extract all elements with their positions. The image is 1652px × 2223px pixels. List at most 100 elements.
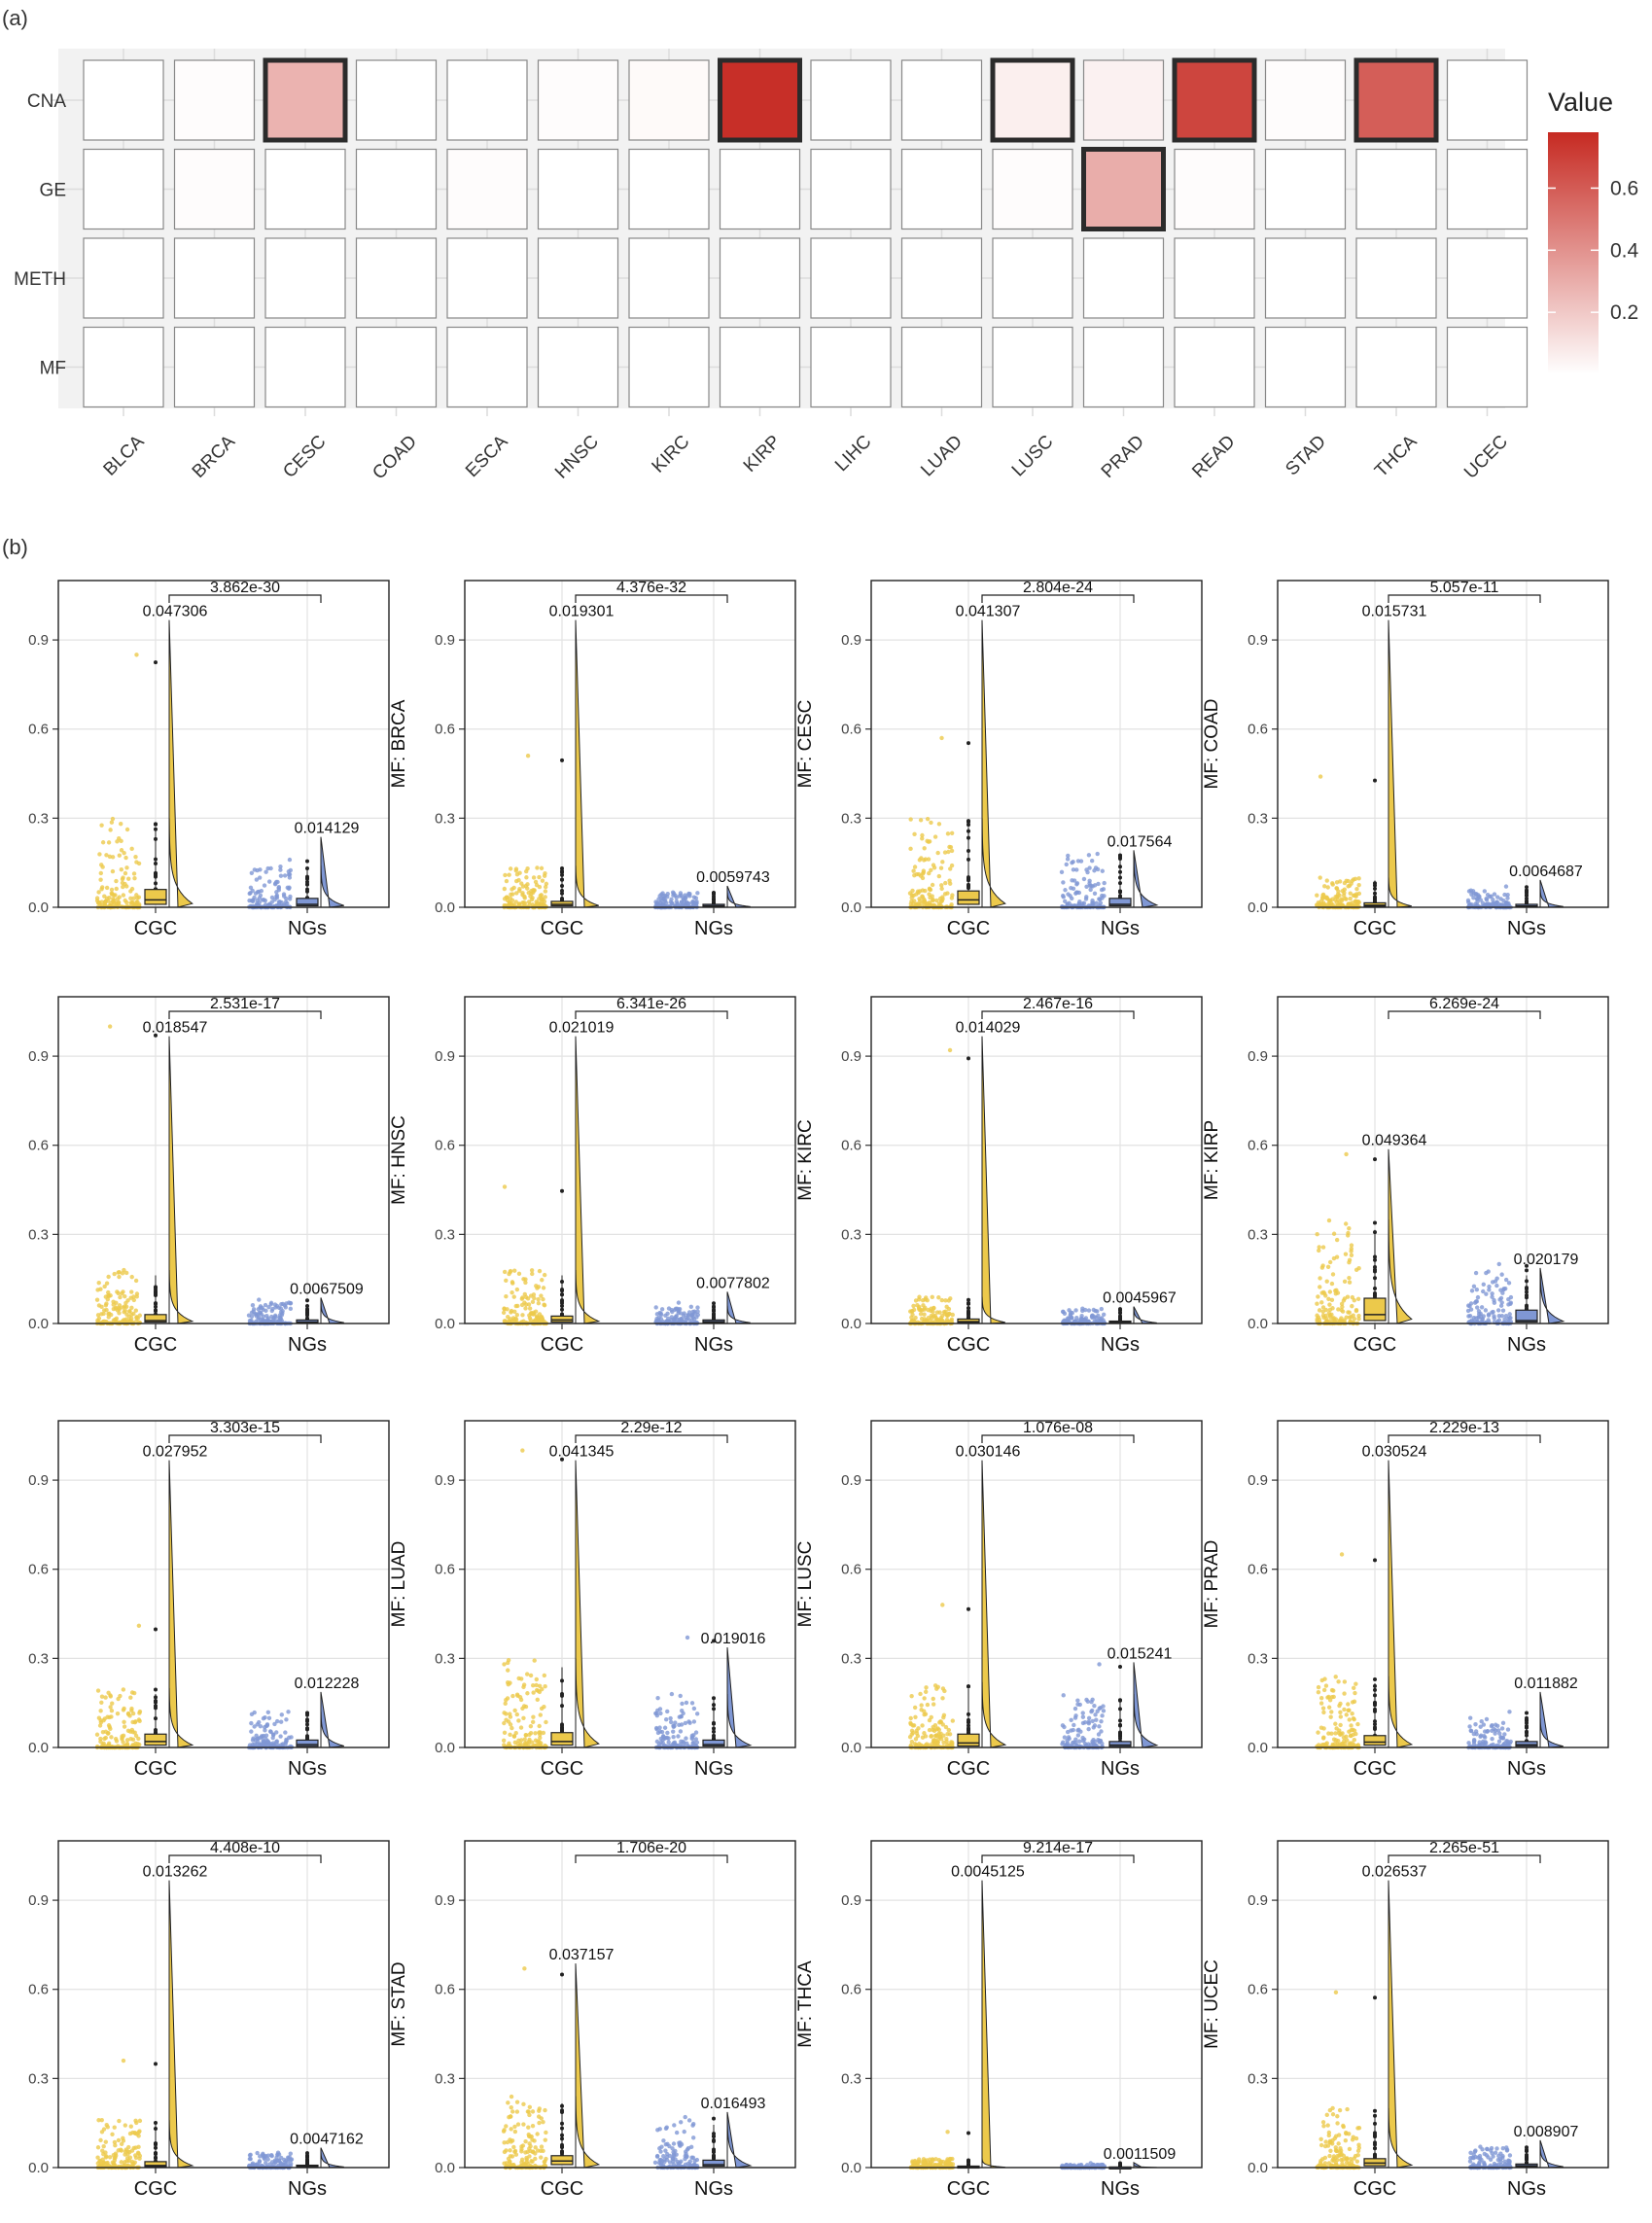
data-point — [927, 839, 932, 844]
data-point — [661, 2138, 666, 2143]
y-tick-label: 0.3 — [435, 810, 455, 827]
data-point — [940, 1722, 946, 1727]
data-point — [943, 1298, 948, 1303]
data-point — [119, 867, 124, 872]
significance-bracket — [575, 1010, 728, 1019]
data-point — [669, 1691, 675, 1697]
data-point — [653, 1305, 658, 1310]
density-half-violin — [1539, 1691, 1564, 1748]
data-point — [1350, 1700, 1355, 1705]
data-point — [657, 2146, 662, 2151]
data-point — [1349, 1253, 1354, 1258]
data-point — [542, 1673, 547, 1678]
data-point — [522, 1291, 527, 1297]
data-point — [653, 1725, 659, 1731]
data-point — [502, 2128, 507, 2133]
outlier-point — [154, 874, 158, 879]
data-point — [1349, 1246, 1354, 1252]
data-point — [945, 2130, 950, 2135]
data-point — [520, 1448, 525, 1453]
data-point — [1092, 1723, 1098, 1728]
data-point — [263, 1728, 267, 1733]
data-point — [1500, 1743, 1506, 1747]
data-point — [1330, 881, 1335, 886]
data-point — [1469, 1288, 1475, 1293]
data-point — [528, 1293, 534, 1298]
outlier-point — [967, 741, 970, 746]
y-tick-label: 0.6 — [28, 722, 49, 738]
outlier-point — [560, 2142, 564, 2147]
data-point — [286, 1735, 292, 1741]
data-point — [521, 2122, 526, 2127]
data-point — [527, 1313, 532, 1318]
p-value-label: 3.862e-30 — [210, 580, 280, 596]
data-point — [908, 1745, 913, 1749]
data-point — [1346, 1708, 1351, 1713]
data-point — [511, 1318, 516, 1323]
outlier-point — [1373, 1230, 1377, 1235]
data-point — [264, 1314, 269, 1319]
data-point — [1495, 895, 1500, 900]
data-point — [936, 1727, 942, 1732]
data-point — [949, 863, 955, 868]
box — [1363, 1735, 1387, 1747]
data-point — [914, 1731, 920, 1736]
data-point — [132, 1719, 138, 1725]
data-point — [1070, 1315, 1074, 1321]
data-point — [1475, 1294, 1481, 1300]
data-point — [935, 850, 940, 856]
data-point — [1321, 1315, 1326, 1321]
heatmap-cell — [446, 326, 528, 408]
data-point — [1316, 1730, 1320, 1735]
data-point — [285, 900, 290, 906]
data-point — [1090, 1718, 1095, 1724]
outlier-point — [967, 849, 970, 854]
outlier-point — [154, 836, 158, 841]
data-point — [685, 2145, 691, 2151]
data-point — [274, 893, 280, 899]
data-point — [516, 1738, 521, 1743]
outlier-point — [305, 1307, 309, 1312]
data-point — [686, 892, 691, 898]
data-point — [679, 1739, 684, 1745]
data-point — [507, 2115, 511, 2120]
data-point — [247, 2163, 252, 2169]
data-point — [136, 861, 142, 866]
data-point — [108, 1705, 113, 1710]
data-point — [117, 1274, 122, 1280]
data-point — [110, 1701, 115, 1706]
data-point — [1101, 1709, 1107, 1713]
data-point — [950, 1312, 955, 1318]
data-point — [96, 1715, 102, 1720]
data-point — [1090, 898, 1095, 903]
box — [144, 1314, 167, 1323]
heatmap-cell — [355, 148, 438, 230]
data-point — [503, 1319, 508, 1323]
p-value-label: 3.303e-15 — [210, 1420, 280, 1436]
data-point — [691, 2162, 697, 2168]
data-point — [1340, 1309, 1346, 1314]
y-axis-label: MF: STAD — [389, 1961, 409, 2046]
data-point — [671, 2149, 676, 2155]
data-point — [137, 1313, 143, 1318]
outlier-point — [154, 1695, 158, 1700]
data-point — [947, 1047, 953, 1053]
data-point — [1481, 1741, 1486, 1746]
data-point — [510, 887, 514, 892]
data-point — [674, 2130, 680, 2135]
data-point — [504, 1294, 509, 1299]
data-point — [674, 1314, 679, 1319]
data-point — [941, 1712, 947, 1718]
data-point — [1328, 900, 1334, 905]
data-point — [104, 1301, 109, 1306]
data-point — [123, 855, 128, 861]
data-point — [513, 878, 519, 884]
data-point — [1354, 887, 1359, 892]
data-point — [514, 2109, 520, 2114]
raincloud-grid: 0.00.30.60.9MF: BLCA0.0473060.0141293.86… — [0, 580, 1609, 2200]
data-point — [1325, 1264, 1331, 1269]
data-point — [1351, 1716, 1356, 1721]
data-point — [123, 898, 127, 903]
y-tick-label: 0.0 — [28, 1740, 49, 1756]
data-point — [1060, 893, 1066, 899]
